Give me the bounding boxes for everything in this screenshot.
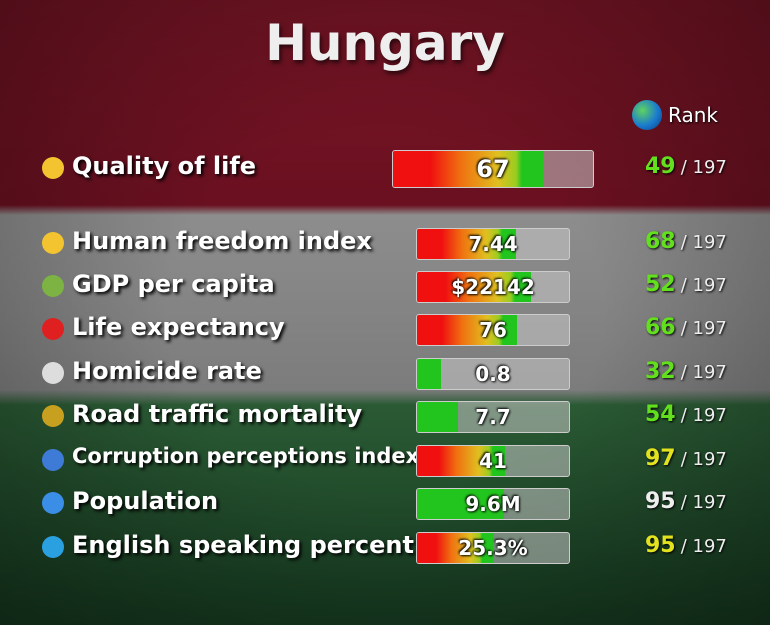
bar-value: 67 — [476, 155, 510, 183]
bar-fill — [417, 489, 504, 519]
rank-number: 54 — [645, 402, 676, 427]
bar-fill — [417, 359, 442, 389]
bar-fill — [417, 402, 459, 432]
rank-total: / 197 — [680, 275, 727, 296]
value-bar: 25.3% — [416, 532, 570, 564]
value-bar: 7.7 — [416, 401, 570, 433]
rank-total: / 197 — [680, 157, 727, 178]
metric-row: Corruption perceptions index 41 97 / 197 — [0, 440, 770, 480]
metric-label: Human freedom index — [72, 227, 372, 255]
bar-fill — [417, 272, 531, 302]
rank-header: Rank — [632, 100, 718, 130]
metric-icon — [42, 492, 64, 514]
title: Hungary — [265, 14, 505, 72]
metric-icon — [42, 405, 64, 427]
rank-number: 32 — [645, 359, 676, 384]
metric-icon — [42, 536, 64, 558]
metric-icon — [42, 157, 64, 179]
metric-label: English speaking percent — [72, 531, 414, 559]
bar-fill — [417, 315, 518, 345]
rank-number: 49 — [645, 154, 676, 179]
metric-icon — [42, 275, 64, 297]
value-bar: 67 — [392, 150, 594, 188]
rank-total: / 197 — [680, 318, 727, 339]
value-bar: 7.44 — [416, 228, 570, 260]
rank-number: 68 — [645, 229, 676, 254]
rank: 32 / 197 — [645, 359, 727, 384]
bar-value: 9.6M — [465, 492, 521, 516]
metric-row: GDP per capita $22142 52 / 197 — [0, 266, 770, 306]
rank-number: 66 — [645, 315, 676, 340]
rank: 54 / 197 — [645, 402, 727, 427]
rank: 97 / 197 — [645, 446, 727, 471]
bar-fill — [417, 229, 516, 259]
metric-label: Corruption perceptions index — [72, 444, 420, 468]
rank-total: / 197 — [680, 405, 727, 426]
rank-total: / 197 — [680, 536, 727, 557]
value-bar: $22142 — [416, 271, 570, 303]
value-bar: 9.6M — [416, 488, 570, 520]
rank-number: 52 — [645, 272, 676, 297]
bar-value: 76 — [479, 318, 507, 342]
value-bar: 41 — [416, 445, 570, 477]
metric-icon — [42, 449, 64, 471]
metric-icon — [42, 362, 64, 384]
metric-row: Quality of life 67 49 / 197 — [0, 148, 770, 188]
rank-number: 95 — [645, 489, 676, 514]
rank-total: / 197 — [680, 492, 727, 513]
metric-row: Homicide rate 0.8 32 / 197 — [0, 353, 770, 393]
bar-fill — [393, 151, 543, 187]
rank: 95 / 197 — [645, 489, 727, 514]
rank-total: / 197 — [680, 232, 727, 253]
rank: 66 / 197 — [645, 315, 727, 340]
bar-value: 25.3% — [458, 536, 528, 560]
rank: 52 / 197 — [645, 272, 727, 297]
metric-label: Population — [72, 487, 219, 515]
bar-value: $22142 — [451, 275, 535, 299]
rank: 68 / 197 — [645, 229, 727, 254]
rank-total: / 197 — [680, 362, 727, 383]
metric-icon — [42, 318, 64, 340]
metric-row: Population 9.6M 95 / 197 — [0, 483, 770, 523]
metric-icon — [42, 232, 64, 254]
bar-value: 7.7 — [475, 405, 511, 429]
metric-label: GDP per capita — [72, 270, 275, 298]
rank: 95 / 197 — [645, 533, 727, 558]
rank-number: 97 — [645, 446, 676, 471]
metric-label: Homicide rate — [72, 357, 262, 385]
value-bar: 76 — [416, 314, 570, 346]
metric-label: Road traffic mortality — [72, 400, 363, 428]
rank-number: 95 — [645, 533, 676, 558]
globe-icon — [632, 100, 662, 130]
bar-fill — [417, 446, 506, 476]
rank: 49 / 197 — [645, 154, 727, 179]
bar-value: 7.44 — [468, 232, 518, 256]
bar-value: 0.8 — [475, 362, 511, 386]
rank-total: / 197 — [680, 449, 727, 470]
rank-label: Rank — [668, 103, 718, 127]
metric-label: Quality of life — [72, 152, 257, 180]
metric-row: Road traffic mortality 7.7 54 / 197 — [0, 396, 770, 436]
metric-row: Human freedom index 7.44 68 / 197 — [0, 223, 770, 263]
value-bar: 0.8 — [416, 358, 570, 390]
metric-row: Life expectancy 76 66 / 197 — [0, 309, 770, 349]
bar-fill — [417, 533, 493, 563]
bar-value: 41 — [479, 449, 507, 473]
metric-label: Life expectancy — [72, 313, 285, 341]
metric-row: English speaking percent 25.3% 95 / 197 — [0, 527, 770, 567]
